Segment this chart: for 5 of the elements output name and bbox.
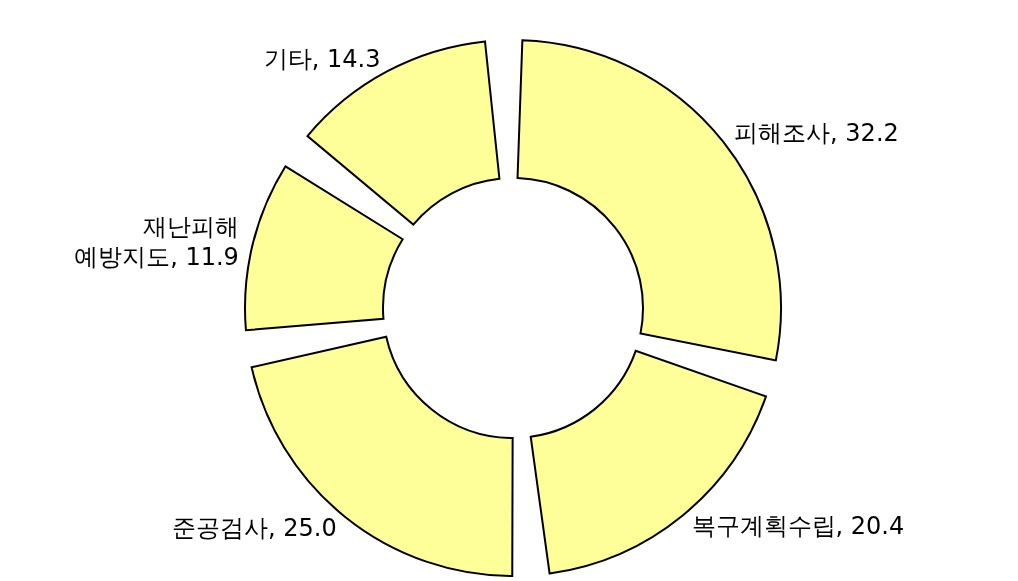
slice-label: 피해조사, 32.2 [734, 118, 899, 147]
slice-label: 재난피해 예방지도, 11.9 [74, 212, 239, 271]
slice-label: 기타, 14.3 [263, 45, 381, 74]
slice-label: 준공검사, 25.0 [172, 514, 337, 543]
slice-label: 복구계획수립, 20.4 [691, 512, 905, 541]
